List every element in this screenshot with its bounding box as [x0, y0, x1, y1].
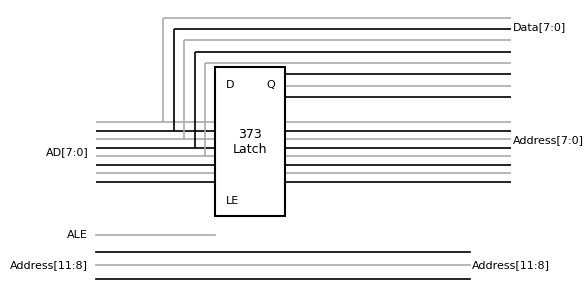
Text: Address[11:8]: Address[11:8] [472, 260, 549, 270]
Text: D: D [226, 80, 235, 90]
Bar [215, 67, 285, 216]
Text: Q: Q [266, 80, 275, 90]
Text: Address[11:8]: Address[11:8] [10, 260, 88, 270]
Text: ALE: ALE [68, 231, 88, 240]
Text: 373
Latch: 373 Latch [233, 128, 268, 156]
Text: AD[7:0]: AD[7:0] [45, 147, 88, 157]
Text: Address[7:0]: Address[7:0] [513, 135, 584, 145]
Text: Data[7:0]: Data[7:0] [513, 22, 566, 32]
Text: LE: LE [226, 196, 239, 206]
